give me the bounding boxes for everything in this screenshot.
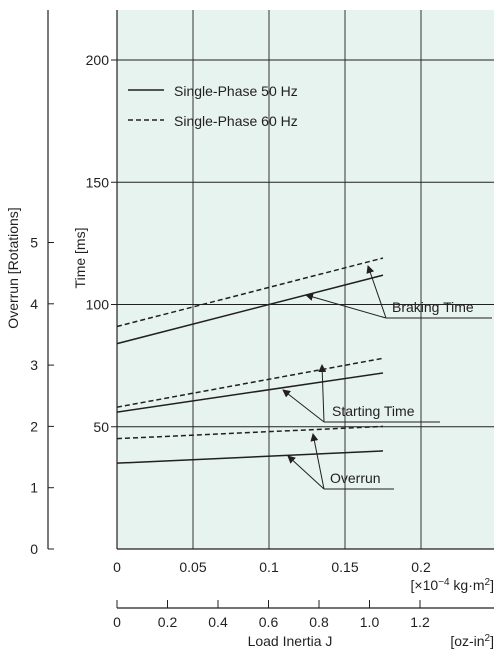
y-tick-label-overrun: 1 [30,480,38,496]
y-tick-label-time: 150 [86,174,110,190]
x2-tick-label: 0 [113,614,121,630]
series-lines [116,257,384,464]
x2-tick-label: 1.2 [410,614,430,630]
x-tick-label: 0.15 [331,559,358,575]
leader-arrow [310,433,325,490]
plot-background [117,10,494,549]
series-line-braking-time-solid [116,274,384,345]
leader-arrow [287,455,325,490]
x-axis-label: Load Inertia J [248,633,333,649]
y-tick-label-time: 200 [86,52,110,68]
y-tick-label-time: 100 [86,297,110,313]
y-tick-label-overrun: 2 [30,418,38,434]
leader-arrow [366,265,387,319]
x-axis-unit-si: [×10−4 kg·m2] [411,577,495,594]
x-tick-label: 0.05 [179,559,206,575]
series-line-overrun-solid [116,450,384,464]
series-line-overrun-dashed [116,425,384,440]
legend: Single-Phase 50 Hz Single-Phase 60 Hz [128,83,298,129]
x-tick-label: 0.1 [259,559,279,575]
x2-tick-label: 0.8 [309,614,329,630]
x-axis-unit-imperial: [oz-in2] [450,633,494,650]
y-axis-label-time: Time [ms] [72,228,88,289]
x2-tick-label: 1.0 [360,614,380,630]
y-tick-label-time: 50 [93,419,109,435]
annotation-label: Overrun [330,470,381,486]
x2-tick-label: 0.2 [158,614,178,630]
annotation-label: Braking Time [392,299,474,315]
x-tick-label: 0.2 [411,559,431,575]
series-line-braking-time-dashed [116,257,384,328]
y-tick-label-overrun: 0 [30,541,38,557]
leader-arrow [305,293,387,319]
legend-label-50hz: Single-Phase 50 Hz [174,83,298,99]
annotation-label: Starting Time [332,403,415,419]
y-axis-label-overrun: Overrun [Rotations] [5,207,21,328]
y-tick-label-overrun: 5 [30,235,38,251]
leader-arrow [318,364,327,423]
x2-tick-label: 0.4 [208,614,228,630]
series-line-starting-time-solid [116,372,384,413]
legend-label-60hz: Single-Phase 60 Hz [174,113,298,129]
series-line-starting-time-dashed [116,357,384,408]
annotations: Braking Time Starting Time Overrun [282,265,492,490]
y-tick-label-overrun: 3 [30,357,38,373]
x2-tick-label: 0.6 [259,614,279,630]
leader-arrow [282,389,325,423]
y-tick-label-overrun: 4 [30,296,38,312]
grid-lines [117,10,494,549]
x-tick-label: 0 [113,559,121,575]
